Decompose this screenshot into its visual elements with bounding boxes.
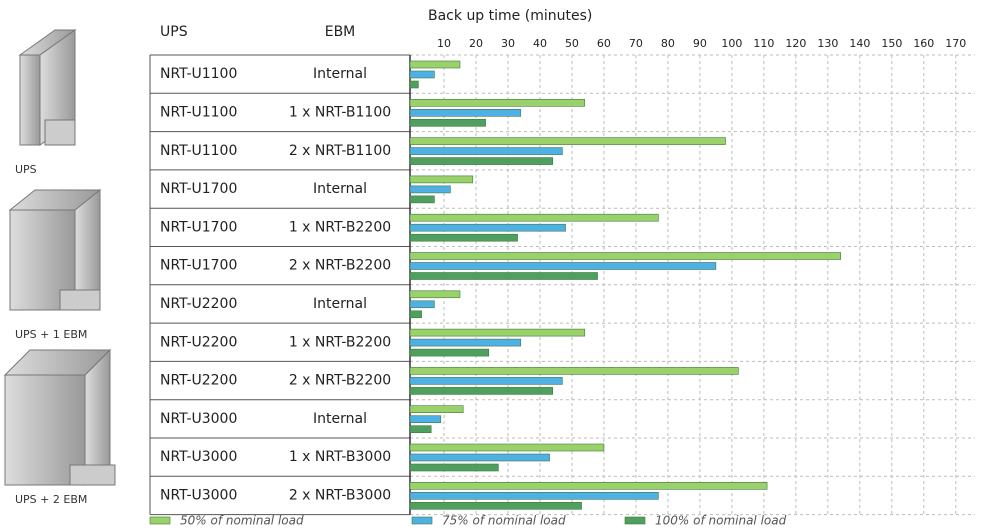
- ebm-cell: 2 x NRT-B2200: [289, 258, 391, 274]
- ebm-cell: 2 x NRT-B1100: [289, 143, 391, 159]
- bar: [410, 61, 460, 68]
- ebm-cell: Internal: [313, 181, 367, 197]
- ups-cell: NRT-U3000: [160, 487, 237, 503]
- ups-cell: NRT-U1100: [160, 66, 237, 82]
- bar: [410, 454, 550, 461]
- x-tick-label: 70: [629, 37, 643, 50]
- legend-swatch: [625, 517, 645, 524]
- bar: [410, 81, 418, 88]
- x-tick-label: 150: [881, 37, 902, 50]
- ups-cell: NRT-U2200: [160, 373, 237, 389]
- ebm-cell: 2 x NRT-B3000: [289, 487, 391, 503]
- column-header: UPS: [160, 24, 188, 40]
- ups-cell: NRT-U1100: [160, 104, 237, 120]
- ebm-cell: Internal: [313, 296, 367, 312]
- bar: [410, 426, 431, 433]
- bar: [410, 301, 434, 308]
- ebm-cell: 2 x NRT-B2200: [289, 373, 391, 389]
- bar: [410, 329, 585, 336]
- x-tick-label: 80: [661, 37, 675, 50]
- bar: [410, 253, 841, 260]
- bar: [410, 186, 450, 193]
- bar: [410, 464, 498, 471]
- bar: [410, 176, 473, 183]
- bar: [410, 263, 716, 270]
- ebm-cell: 1 x NRT-B2200: [289, 334, 391, 350]
- ebm-cell: Internal: [313, 411, 367, 427]
- legend-swatch: [412, 517, 432, 524]
- x-tick-label: 170: [945, 37, 966, 50]
- x-tick-label: 40: [533, 37, 547, 50]
- bar: [410, 444, 604, 451]
- x-tick-label: 50: [565, 37, 579, 50]
- column-header: EBM: [325, 24, 356, 40]
- bar: [410, 71, 434, 78]
- legend-label: 100% of nominal load: [655, 514, 787, 528]
- ebm-cell: Internal: [313, 66, 367, 82]
- x-tick-label: 140: [849, 37, 870, 50]
- bar: [410, 416, 441, 423]
- side-label: UPS + 2 EBM: [15, 493, 87, 506]
- bar: [410, 273, 598, 280]
- chart-title: Back up time (minutes): [428, 8, 592, 24]
- legend-swatch: [150, 517, 170, 524]
- x-tick-label: 30: [501, 37, 515, 50]
- bar: [410, 99, 585, 106]
- bar: [410, 109, 521, 116]
- x-tick-label: 110: [753, 37, 774, 50]
- ups-cell: NRT-U1700: [160, 258, 237, 274]
- ebm-cell: 1 x NRT-B3000: [289, 449, 391, 465]
- x-tick-label: 90: [693, 37, 707, 50]
- bar: [410, 234, 518, 241]
- bar: [410, 291, 460, 298]
- legend-label: 50% of nominal load: [180, 514, 304, 528]
- bar: [410, 406, 463, 413]
- ups-cell: NRT-U1100: [160, 143, 237, 159]
- bar: [410, 387, 553, 394]
- bar: [410, 367, 738, 374]
- bar: [410, 502, 582, 509]
- x-tick-label: 20: [469, 37, 483, 50]
- bar: [410, 492, 658, 499]
- bar: [410, 311, 422, 318]
- bar: [410, 377, 562, 384]
- bar: [410, 224, 566, 231]
- bar: [410, 349, 489, 356]
- x-tick-label: 100: [721, 37, 742, 50]
- x-tick-label: 120: [785, 37, 806, 50]
- chart: UPS UPS + 1 EBM UPS + 2 EBM UPS EBM Back…: [0, 0, 987, 530]
- bar: [410, 339, 521, 346]
- bar: [410, 158, 553, 165]
- ups-cell: NRT-U1700: [160, 219, 237, 235]
- x-tick-label: 10: [437, 37, 451, 50]
- x-tick-label: 130: [817, 37, 838, 50]
- x-tick-label: 60: [597, 37, 611, 50]
- ups-cell: NRT-U3000: [160, 411, 237, 427]
- bar: [410, 196, 434, 203]
- legend-label: 75% of nominal load: [442, 514, 566, 528]
- ups-cell: NRT-U2200: [160, 334, 237, 350]
- bar: [410, 119, 486, 126]
- ups-cell: NRT-U2200: [160, 296, 237, 312]
- ups-cell: NRT-U1700: [160, 181, 237, 197]
- ebm-cell: 1 x NRT-B2200: [289, 219, 391, 235]
- bar: [410, 138, 725, 145]
- bar: [410, 148, 562, 155]
- ups-icons: [5, 30, 115, 485]
- ups-cell: NRT-U3000: [160, 449, 237, 465]
- x-tick-label: 160: [913, 37, 934, 50]
- bar: [410, 214, 658, 221]
- bar: [410, 482, 767, 489]
- ebm-cell: 1 x NRT-B1100: [289, 104, 391, 120]
- side-label: UPS + 1 EBM: [15, 328, 87, 341]
- side-label: UPS: [15, 163, 37, 176]
